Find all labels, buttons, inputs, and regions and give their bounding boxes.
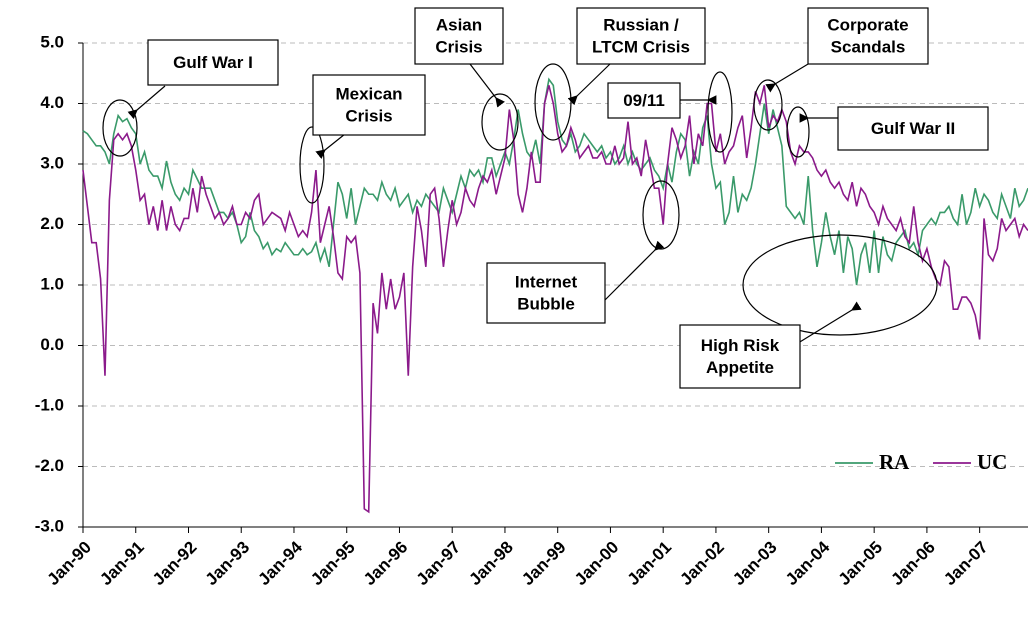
annotation-text: Crisis bbox=[345, 106, 392, 125]
x-tick-label: Jan-01 bbox=[624, 538, 676, 590]
legend-label: UC bbox=[977, 450, 1007, 474]
series-line bbox=[82, 85, 1028, 514]
series-line bbox=[82, 77, 1028, 286]
x-tick-label: Jan-04 bbox=[782, 537, 834, 589]
x-tick-label: Jan-92 bbox=[149, 538, 201, 590]
x-tick-label: Jan-06 bbox=[887, 538, 939, 590]
annotation-text: Russian / bbox=[603, 15, 679, 34]
y-tick-label: -3.0 bbox=[35, 516, 64, 535]
y-tick-label: 5.0 bbox=[40, 32, 64, 51]
ellipse bbox=[102, 99, 138, 157]
arrow bbox=[469, 63, 505, 108]
ellipse bbox=[642, 180, 680, 250]
arrow bbox=[315, 133, 346, 159]
y-tick-label: -2.0 bbox=[35, 456, 64, 475]
annotation-text: High Risk bbox=[701, 336, 780, 355]
annotation-box bbox=[414, 7, 504, 65]
annotation-text: Appetite bbox=[706, 358, 774, 377]
x-tick-label: Jan-90 bbox=[43, 538, 95, 590]
y-tick-label: 1.0 bbox=[40, 274, 64, 293]
plot: RA UC bbox=[82, 77, 1028, 514]
x-tick-label: Jan-96 bbox=[360, 538, 412, 590]
annotation-text: 09/11 bbox=[623, 91, 665, 110]
x-tick-label: Jan-99 bbox=[518, 538, 570, 590]
annotation-text: Internet bbox=[515, 272, 578, 291]
legend-label: RA bbox=[879, 450, 910, 474]
x-tick-label: Jan-98 bbox=[465, 538, 517, 590]
annotation-box bbox=[679, 324, 801, 389]
x-tick-label: Jan-94 bbox=[254, 537, 306, 589]
y-tick-label: 0.0 bbox=[40, 335, 64, 354]
y-tick-label: -1.0 bbox=[35, 395, 64, 414]
annotation-text: Gulf War I bbox=[173, 53, 253, 72]
annotation-box bbox=[807, 7, 929, 65]
x-tick-label: Jan-91 bbox=[96, 538, 148, 590]
y-tick-label: 3.0 bbox=[40, 153, 64, 172]
annotation-box bbox=[607, 82, 681, 119]
ellipse bbox=[786, 106, 810, 158]
annotation-text: Gulf War II bbox=[871, 119, 955, 138]
x-tick-label: Jan-97 bbox=[413, 538, 465, 590]
arrow bbox=[604, 240, 665, 301]
annotation-text: Crisis bbox=[435, 37, 482, 56]
annotation-text: LTCM Crisis bbox=[592, 37, 690, 56]
annotation-box bbox=[486, 262, 606, 324]
annotation-text: Scandals bbox=[831, 37, 906, 56]
x-tick-label: Jan-00 bbox=[571, 538, 623, 590]
ellipse bbox=[753, 79, 783, 131]
x-tick-label: Jan-93 bbox=[202, 538, 254, 590]
x-tick-label: Jan-07 bbox=[940, 538, 992, 590]
ellipse bbox=[481, 93, 519, 151]
y-tick-label: 4.0 bbox=[40, 93, 64, 112]
annotations: Gulf War I Mexican Crisis Asian Crisis Russia… bbox=[147, 7, 989, 389]
ellipse bbox=[742, 234, 938, 336]
x-tick-label: Jan-02 bbox=[676, 538, 728, 590]
annotation-text: Asian bbox=[436, 15, 482, 34]
arrow bbox=[567, 63, 611, 106]
x-tick-label: Jan-05 bbox=[835, 538, 887, 590]
ellipse bbox=[707, 71, 733, 153]
x-tick-label: Jan-03 bbox=[729, 538, 781, 590]
annotation-box bbox=[576, 7, 706, 65]
annotation-shapes bbox=[102, 51, 938, 349]
annotation-box bbox=[147, 39, 279, 86]
annotation-text: Mexican bbox=[335, 84, 402, 103]
annotation-text: Bubble bbox=[517, 294, 575, 313]
annotation-box bbox=[312, 74, 426, 136]
annotation-box bbox=[837, 106, 989, 151]
x-tick-label: Jan-95 bbox=[307, 538, 359, 590]
annotation-text: Corporate bbox=[827, 15, 908, 34]
y-tick-label: 2.0 bbox=[40, 214, 64, 233]
arrow bbox=[127, 85, 166, 120]
ellipse bbox=[299, 126, 325, 204]
